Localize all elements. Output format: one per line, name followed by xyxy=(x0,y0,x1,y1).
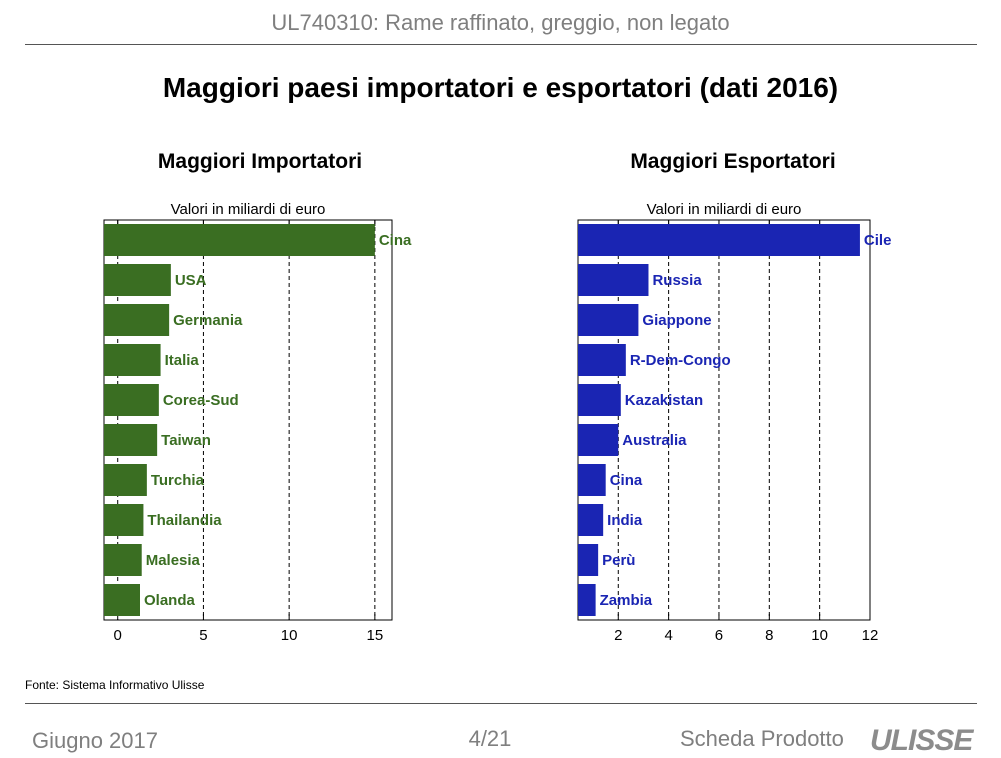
bar xyxy=(578,504,604,536)
document-header-title: UL740310: Rame raffinato, greggio, non l… xyxy=(271,10,730,35)
x-tick-label: 5 xyxy=(199,627,207,644)
bar xyxy=(578,224,860,256)
bar xyxy=(104,264,171,296)
bar xyxy=(578,584,596,616)
ulisse-logo-text: ULISSE xyxy=(870,724,974,757)
bar xyxy=(104,584,140,616)
x-tick-label: 8 xyxy=(765,627,773,644)
bar-label: India xyxy=(607,512,643,529)
x-tick-label: 10 xyxy=(811,627,828,644)
bar xyxy=(578,384,621,416)
bar-label: Zambia xyxy=(600,592,653,609)
x-tick-label: 15 xyxy=(367,627,384,644)
bar xyxy=(578,464,606,496)
x-tick-label: 4 xyxy=(664,627,672,644)
bar-label: USA xyxy=(175,272,207,289)
bar-label: Russia xyxy=(652,272,702,289)
bar-label: Taiwan xyxy=(161,432,211,449)
bar-label: Australia xyxy=(622,432,687,449)
bar xyxy=(104,344,161,376)
importers-chart-title: Maggiori Importatori xyxy=(157,150,363,173)
exporters-chart-title: Maggiori Esportatori xyxy=(630,150,836,173)
bar xyxy=(578,344,626,376)
bar xyxy=(104,424,158,456)
bar-label: Germania xyxy=(173,312,243,329)
bar xyxy=(104,384,159,416)
bar-label: Giappone xyxy=(642,312,711,329)
bar-label: Turchia xyxy=(151,472,205,489)
bar-label: Corea-Sud xyxy=(163,392,239,409)
bar-label: Kazakistan xyxy=(625,392,703,409)
exporters-bar-chart: Valori in miliardi di euro 2 4 6 8 10 12 Cile Ru… xyxy=(577,201,892,644)
bar xyxy=(578,304,639,336)
bar xyxy=(104,544,142,576)
source-note: Fonte: Sistema Informativo Ulisse xyxy=(25,678,205,692)
axis-unit-label: Valori in miliardi di euro xyxy=(647,201,802,218)
bar-label: Cina xyxy=(610,472,643,489)
bar-label: Italia xyxy=(165,352,200,369)
bar-label: Olanda xyxy=(144,592,196,609)
bar xyxy=(578,424,619,456)
x-tick-label: 12 xyxy=(862,627,879,644)
importers-bar-chart: Valori in miliardi di euro 0 5 10 15 Cina USA G… xyxy=(103,201,412,644)
x-tick-label: 0 xyxy=(114,627,122,644)
bar xyxy=(104,304,170,336)
axis-unit-label: Valori in miliardi di euro xyxy=(171,201,326,218)
x-tick-label: 10 xyxy=(281,627,298,644)
footer-divider xyxy=(25,703,977,704)
bar-label: Cile xyxy=(864,232,892,249)
x-tick-label: 2 xyxy=(614,627,622,644)
bar xyxy=(578,544,599,576)
bar-label: Perù xyxy=(602,552,635,569)
footer-product-label: Scheda Prodotto xyxy=(680,726,844,751)
header-divider xyxy=(25,44,977,45)
ulisse-logo: ULISSE xyxy=(870,724,975,757)
bar xyxy=(104,504,144,536)
footer-date: Giugno 2017 xyxy=(32,728,158,753)
bar-label: Cina xyxy=(379,232,412,249)
x-tick-label: 6 xyxy=(715,627,723,644)
bar xyxy=(104,464,147,496)
plot-frame xyxy=(577,219,871,621)
bar-label: R-Dem-Congo xyxy=(630,352,731,369)
bar-label: Malesia xyxy=(146,552,201,569)
main-title: Maggiori paesi importatori e esportatori… xyxy=(162,72,839,103)
bar xyxy=(578,264,649,296)
plot-frame xyxy=(103,219,393,621)
bar xyxy=(104,224,375,256)
bar-label: Thailandia xyxy=(147,512,222,529)
page-number: 4/21 xyxy=(468,726,512,751)
